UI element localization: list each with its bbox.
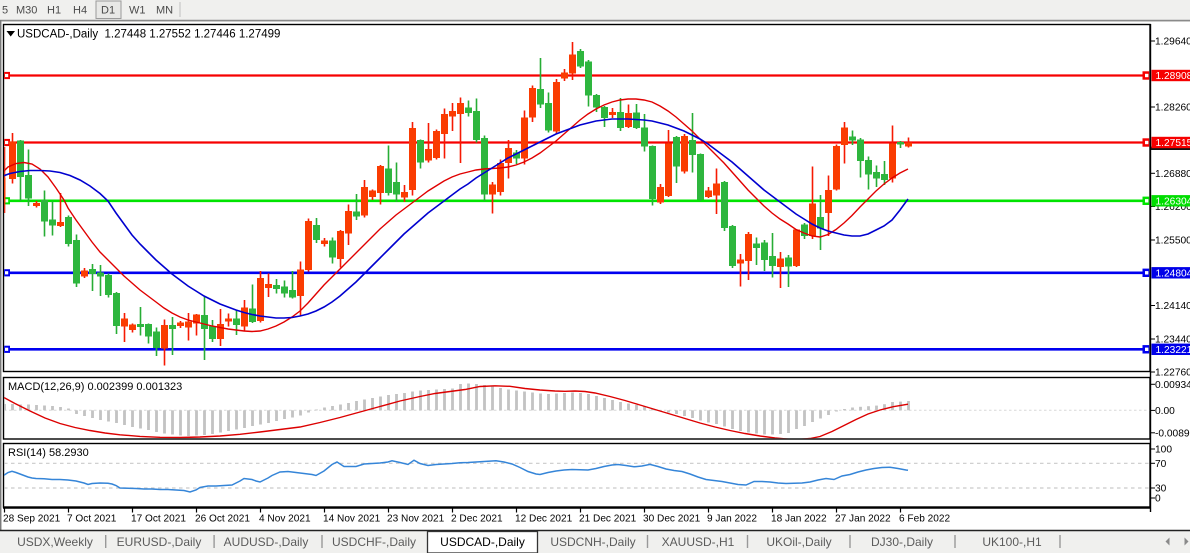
svg-text:1.22760: 1.22760 xyxy=(1155,368,1190,379)
svg-text:M30: M30 xyxy=(16,5,37,17)
svg-text:23 Nov 2021: 23 Nov 2021 xyxy=(387,514,445,525)
svg-text:DJ30-,Daily: DJ30-,Daily xyxy=(871,535,933,549)
svg-text:UK100-,H1: UK100-,H1 xyxy=(982,535,1042,549)
svg-text:18 Jan 2022: 18 Jan 2022 xyxy=(771,514,827,525)
svg-text:7 Oct 2021: 7 Oct 2021 xyxy=(67,514,117,525)
svg-text:70: 70 xyxy=(1155,459,1167,470)
svg-text:AUDUSD-,Daily: AUDUSD-,Daily xyxy=(224,535,309,549)
svg-text:9 Jan 2022: 9 Jan 2022 xyxy=(707,514,757,525)
svg-text:30 Dec 2021: 30 Dec 2021 xyxy=(643,514,701,525)
svg-text:1.26304: 1.26304 xyxy=(1156,197,1190,208)
svg-text:1.23221: 1.23221 xyxy=(1156,345,1190,356)
svg-text:1.24140: 1.24140 xyxy=(1155,301,1190,312)
svg-text:1.25500: 1.25500 xyxy=(1155,236,1190,247)
svg-text:1.29640: 1.29640 xyxy=(1155,37,1190,48)
svg-text:21 Dec 2021: 21 Dec 2021 xyxy=(579,514,637,525)
svg-text:-0.00890: -0.00890 xyxy=(1155,428,1190,439)
svg-text:RSI(14) 58.2930: RSI(14) 58.2930 xyxy=(8,447,89,459)
svg-text:100: 100 xyxy=(1155,445,1172,456)
svg-text:1.27515: 1.27515 xyxy=(1156,138,1190,149)
svg-text:1.26880: 1.26880 xyxy=(1155,169,1190,180)
svg-text:H4: H4 xyxy=(73,5,87,17)
svg-text:UKOil-,Daily: UKOil-,Daily xyxy=(766,535,831,549)
svg-text:USDX,Weekly: USDX,Weekly xyxy=(17,535,93,549)
svg-text:D1: D1 xyxy=(101,5,115,17)
svg-text:2 Dec 2021: 2 Dec 2021 xyxy=(451,514,503,525)
svg-text:6 Feb 2022: 6 Feb 2022 xyxy=(899,514,950,525)
svg-text:30: 30 xyxy=(1155,484,1167,495)
svg-text:W1: W1 xyxy=(129,5,146,17)
svg-text:1.28260: 1.28260 xyxy=(1155,103,1190,114)
svg-text:0.00: 0.00 xyxy=(1155,406,1175,417)
svg-text:0: 0 xyxy=(1155,494,1161,505)
svg-text:17 Oct 2021: 17 Oct 2021 xyxy=(131,514,186,525)
svg-text:MN: MN xyxy=(156,5,173,17)
svg-text:MACD(12,26,9) 0.002399 0.00132: MACD(12,26,9) 0.002399 0.001323 xyxy=(8,381,182,393)
svg-text:1.23440: 1.23440 xyxy=(1155,335,1190,346)
svg-text:4 Nov 2021: 4 Nov 2021 xyxy=(259,514,311,525)
svg-text:26 Oct 2021: 26 Oct 2021 xyxy=(195,514,250,525)
svg-text:H1: H1 xyxy=(47,5,61,17)
svg-text:5: 5 xyxy=(2,5,8,17)
svg-text:1.24804: 1.24804 xyxy=(1156,269,1190,280)
svg-text:28 Sep 2021: 28 Sep 2021 xyxy=(3,514,61,525)
svg-text:1.28908: 1.28908 xyxy=(1156,71,1190,82)
svg-text:27 Jan 2022: 27 Jan 2022 xyxy=(835,514,891,525)
svg-text:1.26200: 1.26200 xyxy=(1155,202,1190,213)
svg-text:14 Nov 2021: 14 Nov 2021 xyxy=(323,514,381,525)
svg-text:USDCNH-,Daily: USDCNH-,Daily xyxy=(550,535,635,549)
svg-text:USDCAD-,Daily 1.27448 1.27552: USDCAD-,Daily 1.27448 1.27552 1.27446 1.… xyxy=(17,29,280,41)
svg-text:USDCHF-,Daily: USDCHF-,Daily xyxy=(332,535,416,549)
svg-text:0.009345: 0.009345 xyxy=(1155,380,1190,391)
svg-text:12 Dec 2021: 12 Dec 2021 xyxy=(515,514,573,525)
svg-text:EURUSD-,Daily: EURUSD-,Daily xyxy=(117,535,202,549)
svg-text:USDCAD-,Daily: USDCAD-,Daily xyxy=(440,535,525,549)
svg-text:XAUUSD-,H1: XAUUSD-,H1 xyxy=(662,535,735,549)
